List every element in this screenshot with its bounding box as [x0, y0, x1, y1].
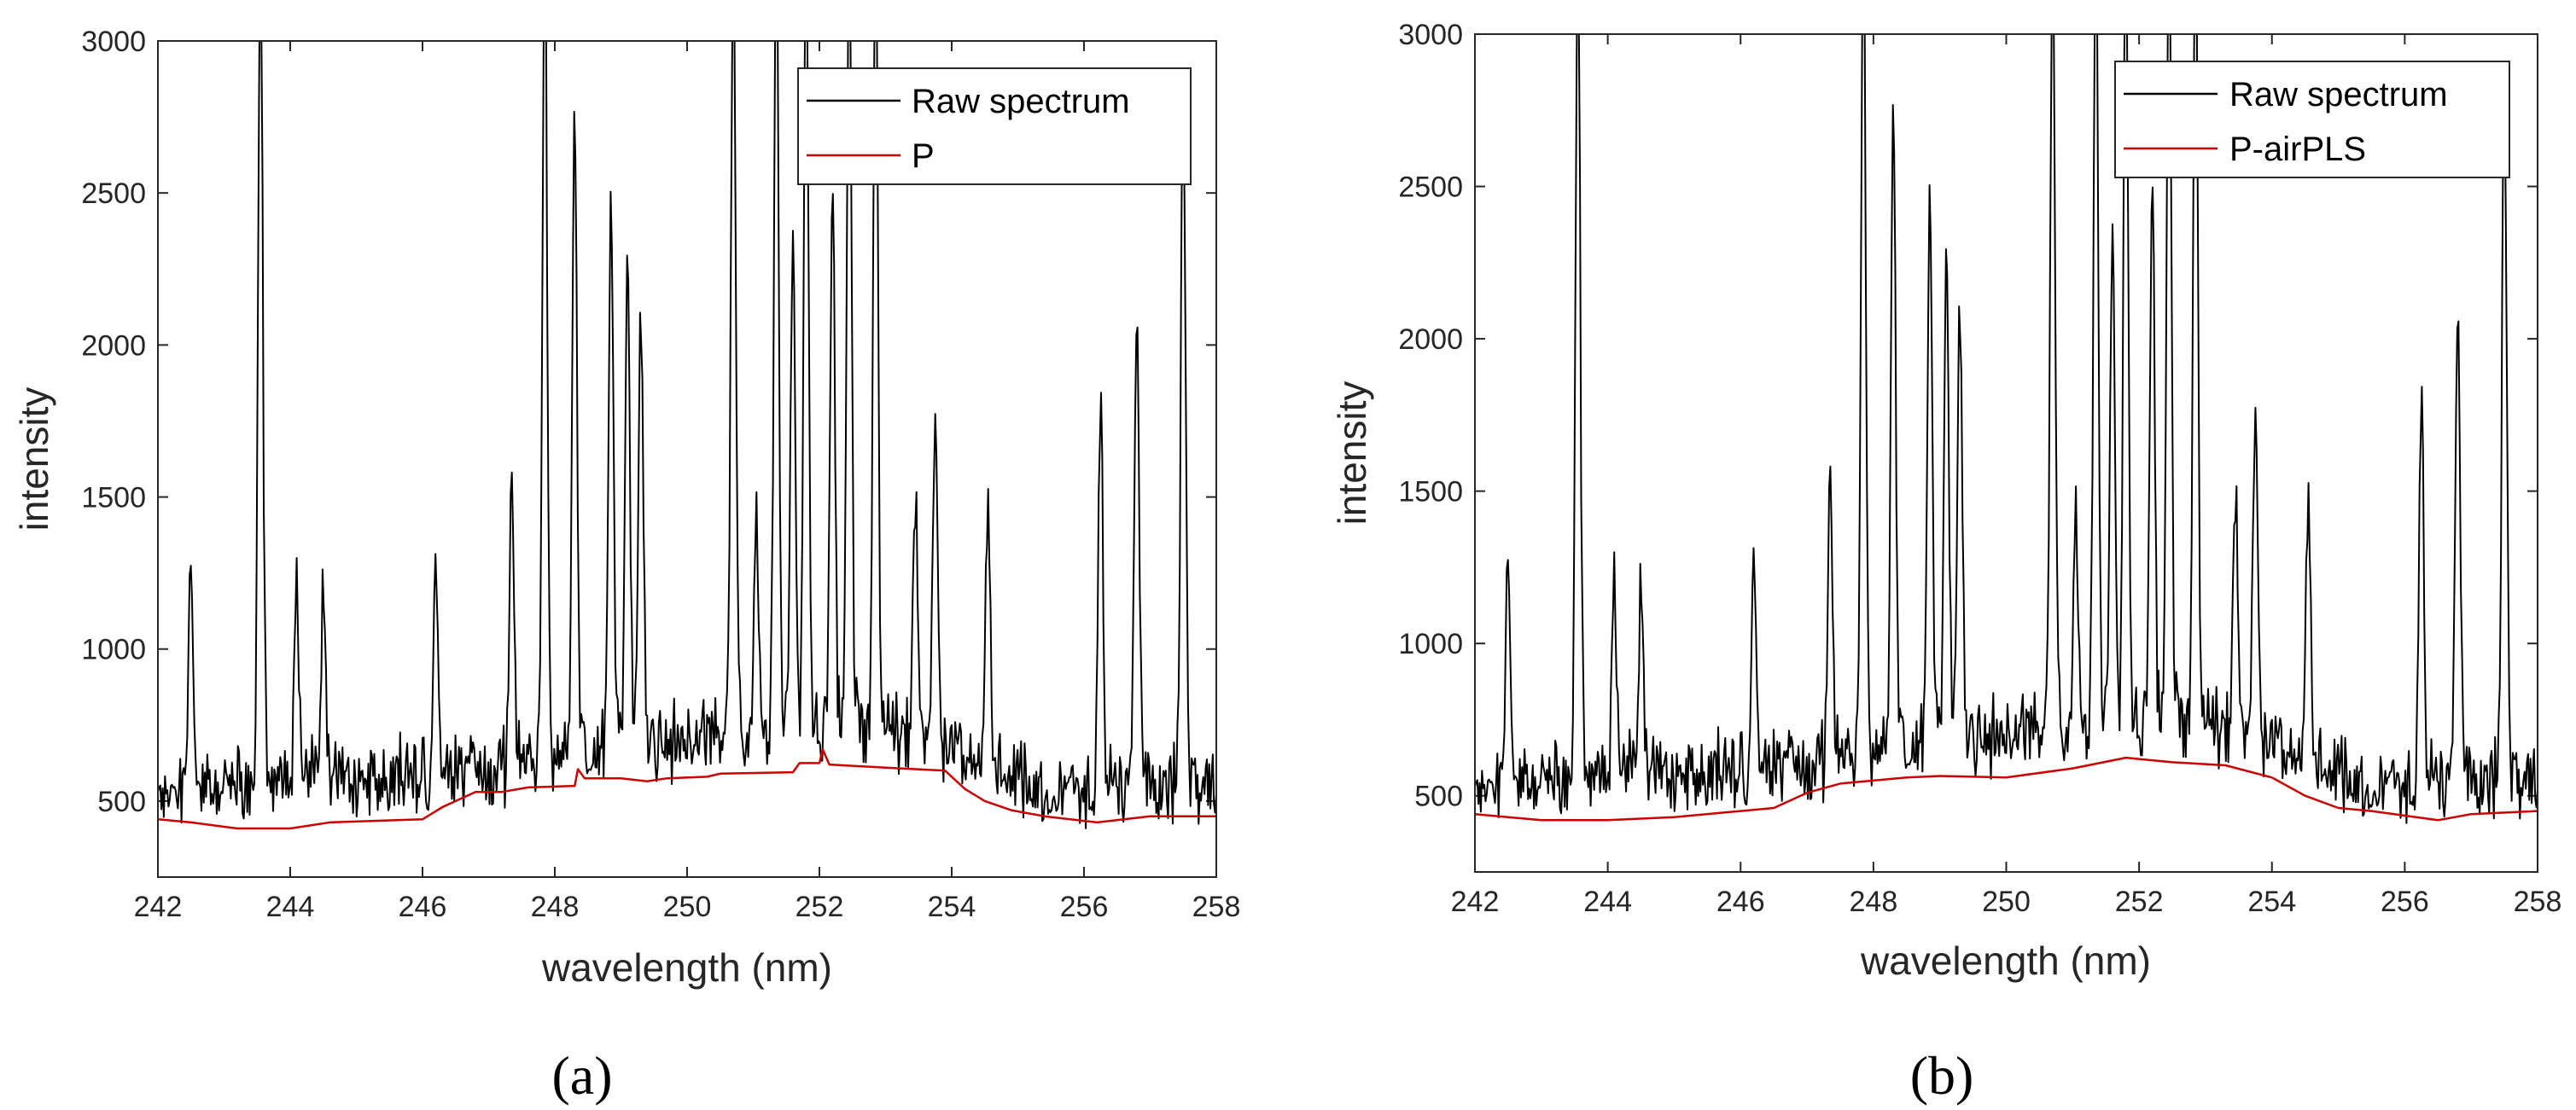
panel-b-x-tick-label: 254 — [2247, 886, 2296, 918]
panel-b-y-tick-label: 2500 — [1398, 171, 1463, 204]
panel-b-y-tick-label: 1000 — [1398, 628, 1463, 660]
panel-a-x-tick-label: 246 — [399, 891, 447, 923]
panel-a-chart: 242 244 246 248 250 252 254 256 258 500100015002… — [12, 26, 1241, 1106]
panel-b-x-tick-label: 248 — [1850, 886, 1898, 918]
panel-b-y-tick-label: 500 — [1414, 781, 1463, 813]
panel-b-legend-box — [2114, 61, 2510, 178]
panel-b-series-baseline-line — [1475, 756, 2538, 822]
panel-a-y-tick-label: 2000 — [81, 329, 146, 362]
panel-a-legend-baseline-label: P — [912, 137, 935, 175]
panel-b-x-ticks: 242 244 246 248 250 252 254 256 258 — [1451, 34, 2562, 918]
panel-b-x-tick-label: 246 — [1716, 886, 1765, 918]
panel-a-legend-raw-label: Raw spectrum — [912, 83, 1130, 120]
panel-a-y-tick-label: 1500 — [81, 482, 146, 514]
panel-b-y-axis-label: intensity — [1330, 381, 1374, 526]
panel-b-x-tick-label: 244 — [1583, 886, 1632, 918]
panel-b-legend: Raw spectrum P-airPLS — [2114, 61, 2510, 178]
panel-b-x-tick-label: 252 — [2115, 886, 2164, 918]
panel-a-x-ticks: 242 244 246 248 250 252 254 256 258 — [134, 41, 1241, 923]
panel-b-series — [1475, 34, 2538, 824]
panel-a-series-baseline-line — [158, 748, 1216, 830]
panel-a-x-tick-label: 242 — [134, 891, 183, 923]
panel-a-x-tick-label: 252 — [796, 891, 844, 923]
panel-a-axes-box — [157, 40, 1217, 878]
panel-a-x-axis-label: wavelength (nm) — [541, 945, 832, 990]
panel-a-legend-box — [797, 67, 1192, 185]
panel-b-x-tick-label: 256 — [2381, 886, 2429, 918]
panel-a-y-tick-label: 3000 — [81, 26, 146, 58]
panel-a-x-tick-label: 250 — [663, 891, 712, 923]
panel-a-x-tick-label: 254 — [928, 891, 976, 923]
panel-b-y-tick-label: 2000 — [1398, 323, 1463, 356]
panel-a-x-tick-label: 256 — [1060, 891, 1109, 923]
panel-a-y-ticks: 500 1000 1500 2000 2500 3000 — [81, 26, 1216, 818]
panel-a-x-tick-label: 248 — [531, 891, 580, 923]
panel-a-y-tick-label: 2500 — [81, 177, 146, 210]
panel-a-y-axis-label: intensity — [12, 387, 56, 532]
panel-b-y-ticks: 500 1000 1500 2000 2500 3000 — [1398, 19, 2538, 813]
panel-b-x-axis-label: wavelength (nm) — [1860, 939, 2151, 983]
panel-b-label: (b) — [1910, 1045, 1974, 1106]
panel-b-x-tick-label: 242 — [1451, 886, 1500, 918]
panel-a-x-tick-label: 258 — [1192, 891, 1241, 923]
panel-a-legend: Raw spectrum P — [797, 67, 1192, 185]
panel-b-y-tick-label: 3000 — [1398, 19, 1463, 51]
panel-b-x-tick-label: 250 — [1982, 886, 2031, 918]
panel-b-legend-baseline-label: P-airPLS — [2229, 131, 2366, 168]
panel-b-y-tick-label: 1500 — [1398, 476, 1463, 509]
panel-a-x-tick-label: 244 — [266, 891, 315, 923]
panel-b-series-raw-spectrum-line — [1475, 34, 2538, 824]
panel-a-series-raw-spectrum-line — [158, 41, 1216, 829]
panel-a-label: (a) — [551, 1045, 612, 1106]
panel-a-y-tick-label: 1000 — [81, 634, 146, 666]
panel-b-legend-raw-label: Raw spectrum — [2229, 76, 2448, 113]
panel-b-x-tick-label: 258 — [2514, 886, 2562, 918]
panel-a-y-tick-label: 500 — [97, 786, 146, 818]
panel-b-chart: 242 244 246 248 250 252 254 256 258 500100015002… — [1330, 19, 2562, 1106]
panel-b-axes-box — [1474, 33, 2538, 873]
panel-a-series — [158, 41, 1216, 830]
